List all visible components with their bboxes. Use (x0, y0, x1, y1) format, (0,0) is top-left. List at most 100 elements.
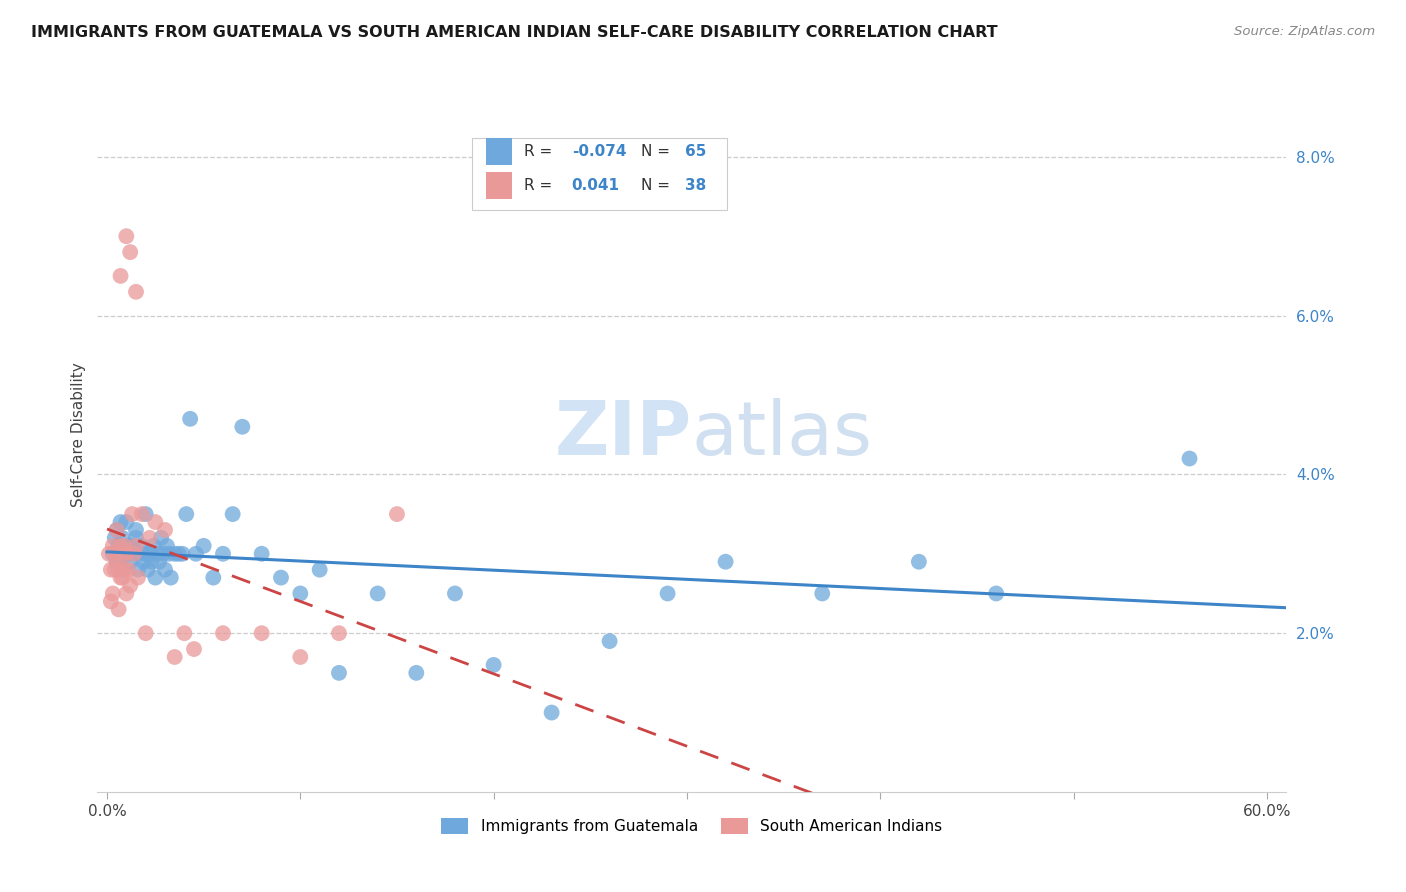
Point (367, 586, 389, 600)
Point (290, 650, 312, 665)
Bar (486, 138, 512, 165)
Point (111, 563, 134, 577)
Point (104, 563, 127, 577)
Point (110, 539, 132, 553)
Point (122, 547, 145, 561)
Point (270, 571, 292, 585)
Point (135, 626, 157, 640)
Point (101, 539, 124, 553)
Point (231, 419, 253, 434)
Point (115, 547, 138, 561)
Point (117, 547, 139, 561)
Point (202, 571, 225, 585)
Point (120, 555, 142, 569)
Point (157, 547, 180, 561)
Point (146, 547, 169, 561)
Text: N =: N = (641, 145, 675, 160)
Point (1178, 451, 1201, 466)
Point (115, 515, 138, 529)
Point (101, 586, 124, 600)
Point (107, 539, 129, 553)
Text: atlas: atlas (692, 398, 873, 471)
Point (107, 602, 129, 616)
Point (101, 547, 124, 561)
Point (111, 531, 134, 545)
Point (328, 626, 350, 640)
Point (131, 539, 153, 553)
Point (156, 539, 179, 553)
Point (97, 547, 120, 561)
Point (110, 515, 132, 529)
Point (120, 245, 142, 260)
Point (290, 586, 312, 600)
Text: 65: 65 (685, 145, 706, 160)
Point (714, 555, 737, 569)
Point (112, 539, 135, 553)
Text: R =: R = (524, 178, 557, 193)
Point (143, 571, 166, 585)
Point (153, 523, 176, 537)
Text: IMMIGRANTS FROM GUATEMALA VS SOUTH AMERICAN INDIAN SELF-CARE DISABILITY CORRELAT: IMMIGRANTS FROM GUATEMALA VS SOUTH AMERI… (31, 25, 998, 40)
Point (163, 650, 186, 665)
Point (308, 563, 330, 577)
Point (183, 642, 205, 657)
Point (141, 555, 163, 569)
Text: 38: 38 (685, 178, 706, 193)
Point (811, 586, 834, 600)
Point (112, 547, 135, 561)
Point (540, 706, 562, 720)
Point (111, 547, 134, 561)
Point (212, 547, 235, 561)
Text: Source: ZipAtlas.com: Source: ZipAtlas.com (1234, 25, 1375, 38)
Text: ZIP: ZIP (554, 398, 692, 471)
Point (110, 268, 132, 283)
Point (136, 563, 159, 577)
Point (184, 547, 207, 561)
Point (117, 563, 139, 577)
Point (167, 547, 190, 561)
Point (110, 571, 132, 585)
Point (115, 586, 138, 600)
Point (111, 571, 134, 585)
Point (105, 523, 128, 537)
Point (385, 507, 408, 521)
Point (105, 523, 128, 537)
Point (179, 412, 201, 426)
Point (125, 539, 148, 553)
Point (135, 547, 157, 561)
Legend: Immigrants from Guatemala, South American Indians: Immigrants from Guatemala, South America… (441, 818, 942, 834)
Point (100, 563, 122, 577)
Point (132, 555, 155, 569)
Point (172, 547, 194, 561)
Point (121, 539, 143, 553)
Text: 0.041: 0.041 (572, 178, 620, 193)
Point (120, 578, 142, 592)
Point (131, 507, 153, 521)
Y-axis label: Self-Care Disability: Self-Care Disability (72, 362, 86, 507)
Point (163, 547, 186, 561)
Point (908, 555, 931, 569)
Point (110, 547, 132, 561)
Point (657, 586, 679, 600)
Point (107, 563, 129, 577)
Point (125, 531, 148, 545)
Point (159, 571, 181, 585)
Point (599, 634, 621, 648)
Point (104, 547, 127, 561)
Point (100, 594, 122, 608)
Point (105, 555, 128, 569)
Text: N =: N = (641, 178, 675, 193)
Point (125, 523, 148, 537)
Point (250, 547, 273, 561)
Point (174, 507, 197, 521)
Text: -0.074: -0.074 (572, 145, 626, 160)
Point (138, 547, 160, 561)
Bar (486, 172, 512, 199)
Point (193, 539, 215, 553)
Point (150, 531, 173, 545)
Point (212, 626, 235, 640)
Point (105, 555, 128, 569)
Point (143, 515, 166, 529)
Point (482, 657, 505, 672)
Point (115, 229, 138, 244)
